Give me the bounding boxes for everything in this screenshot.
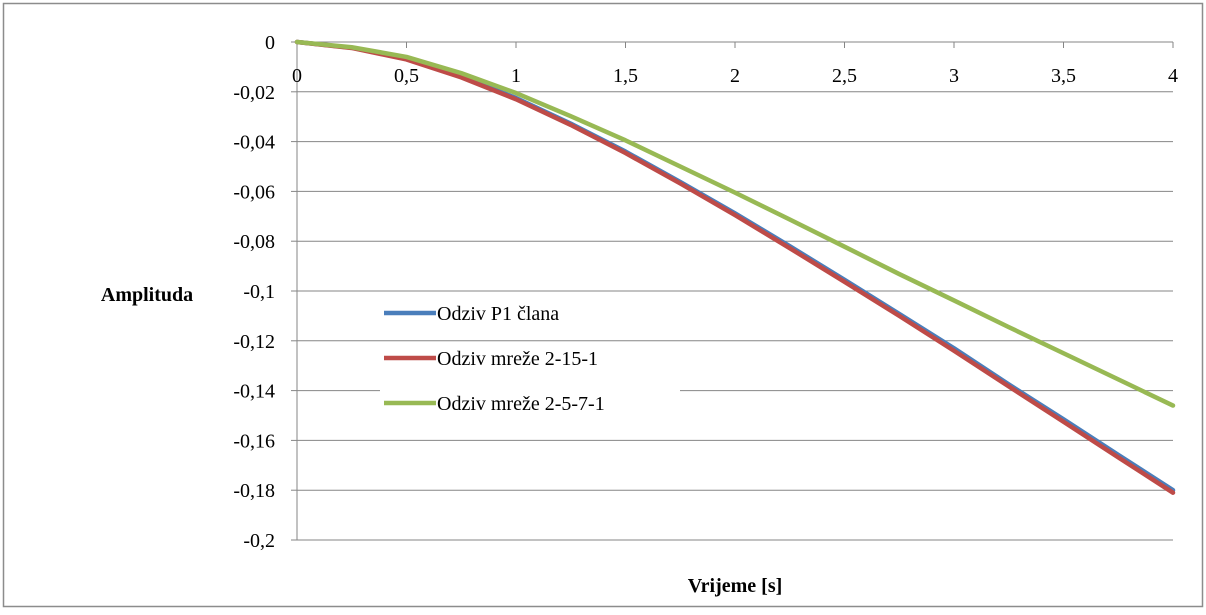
y-tick-label: -0,02 <box>233 82 275 104</box>
y-tick-label: 0 <box>265 32 275 54</box>
y-tick-label: -0,16 <box>233 430 275 452</box>
x-axis-title: Vrijeme [s] <box>688 575 783 597</box>
x-tick-label: 4 <box>1168 65 1178 87</box>
y-axis-title: Amplituda <box>101 284 193 306</box>
grid-lines <box>297 91 1173 541</box>
y-tick-label: -0,18 <box>233 480 275 502</box>
y-tick-label: -0,12 <box>233 331 275 353</box>
axes <box>291 41 1174 541</box>
x-tick-label: 2,5 <box>832 65 857 87</box>
y-tick-label: -0,04 <box>233 132 275 154</box>
y-tick-label: -0,08 <box>233 231 275 253</box>
legend-label: Odziv mreže 2-5-7-1 <box>437 393 605 415</box>
y-tick-label: -0,1 <box>243 281 275 303</box>
y-tick-label: -0,06 <box>233 181 275 203</box>
x-tick-label: 1,5 <box>613 65 638 87</box>
legend-label: Odziv mreže 2-15-1 <box>437 348 598 370</box>
legend-entry-2: Odziv mreže 2-15-1 <box>380 344 680 372</box>
x-tick-label: 3 <box>949 65 959 87</box>
y-tick-labels: 0 -0,02 -0,04 -0,06 -0,08 -0,1 -0,12 -0,14 -0,16… <box>233 32 275 552</box>
series-line-3 <box>294 39 1176 408</box>
x-tick-label: 1 <box>511 65 521 87</box>
x-tick-labels: 0 0,5 1 1,5 2 2,5 3 3,5 4 <box>292 65 1178 87</box>
series-line-2 <box>294 39 1176 495</box>
legend: Odziv P1 člana Odziv mreže 2-15-1 Odziv mr… <box>380 299 680 417</box>
y-tick-label: -0,14 <box>233 381 275 403</box>
legend-entry-1: Odziv P1 člana <box>380 299 680 327</box>
legend-label: Odziv P1 člana <box>437 303 559 325</box>
y-tick-label: -0,2 <box>243 530 275 552</box>
x-tick-label: 0 <box>292 65 302 87</box>
series-lines <box>294 39 1176 495</box>
x-tick-label: 0,5 <box>394 65 419 87</box>
legend-entry-3: Odziv mreže 2-5-7-1 <box>380 389 680 417</box>
x-tick-label: 3,5 <box>1051 65 1076 87</box>
x-tick-label: 2 <box>730 65 740 87</box>
